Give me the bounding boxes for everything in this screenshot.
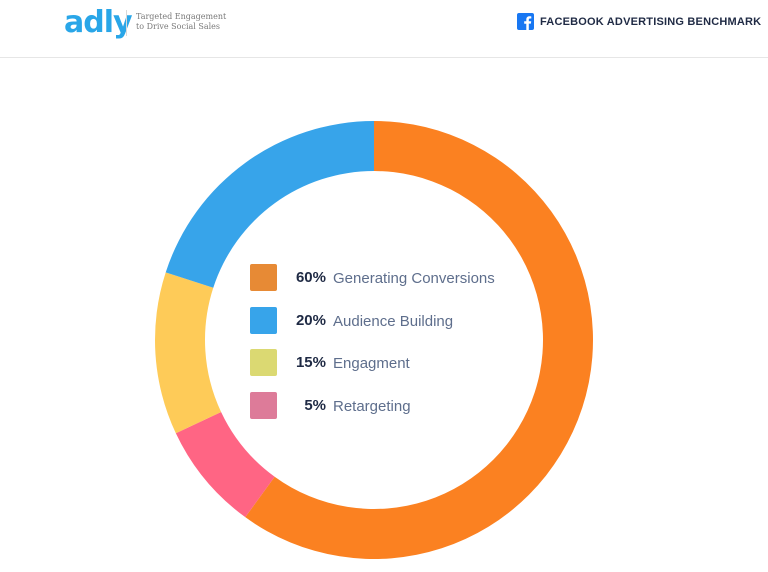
legend-percent-retargeting: 5% [304,396,326,414]
donut-slice-audience-building [165,121,374,288]
legend-item-retargeting: 5% Retargeting [250,391,530,419]
legend-item-engagment: 15% Engagment [250,349,530,376]
legend-swatch-generating-conversions [250,264,277,291]
tagline-line-1: Targeted Engagement [136,12,227,21]
legend-percent-generating-conversions: 60% [295,269,326,286]
legend-item-audience-building: 20% Audience Building [250,306,530,334]
tagline-line-2: to Drive Social Sales [136,22,221,31]
adly-logo[interactable]: adly [64,5,133,40]
legend-percent-audience-building: 20% [295,311,326,329]
legend-percent-engagment: 15% [295,354,326,371]
logo-divider [126,10,127,36]
legend-label-audience-building: Audience Building [333,312,454,330]
legend-label-engagment: Engagment [333,355,410,372]
legend-swatch-retargeting [250,391,277,419]
donut-slice-generating-conversions [245,121,593,560]
chart-legend: 60% Generating Conversions 20% Audience … [250,264,530,434]
donut-slice-retargeting [175,411,275,518]
legend-label-retargeting: Retargeting [333,397,411,415]
header: adly Targeted Engagement to Drive Social… [0,0,768,58]
legend-swatch-audience-building [250,306,277,334]
legend-item-generating-conversions: 60% Generating Conversions [250,264,530,291]
legend-swatch-engagment [250,349,277,376]
facebook-icon [517,13,534,30]
legend-label-generating-conversions: Generating Conversions [333,270,495,287]
tagline: Targeted Engagement to Drive Social Sale… [136,12,226,32]
benchmark-title: FACEBOOK ADVERTISING BENCHMARK [540,16,762,28]
donut-slice-engagment [155,272,222,434]
